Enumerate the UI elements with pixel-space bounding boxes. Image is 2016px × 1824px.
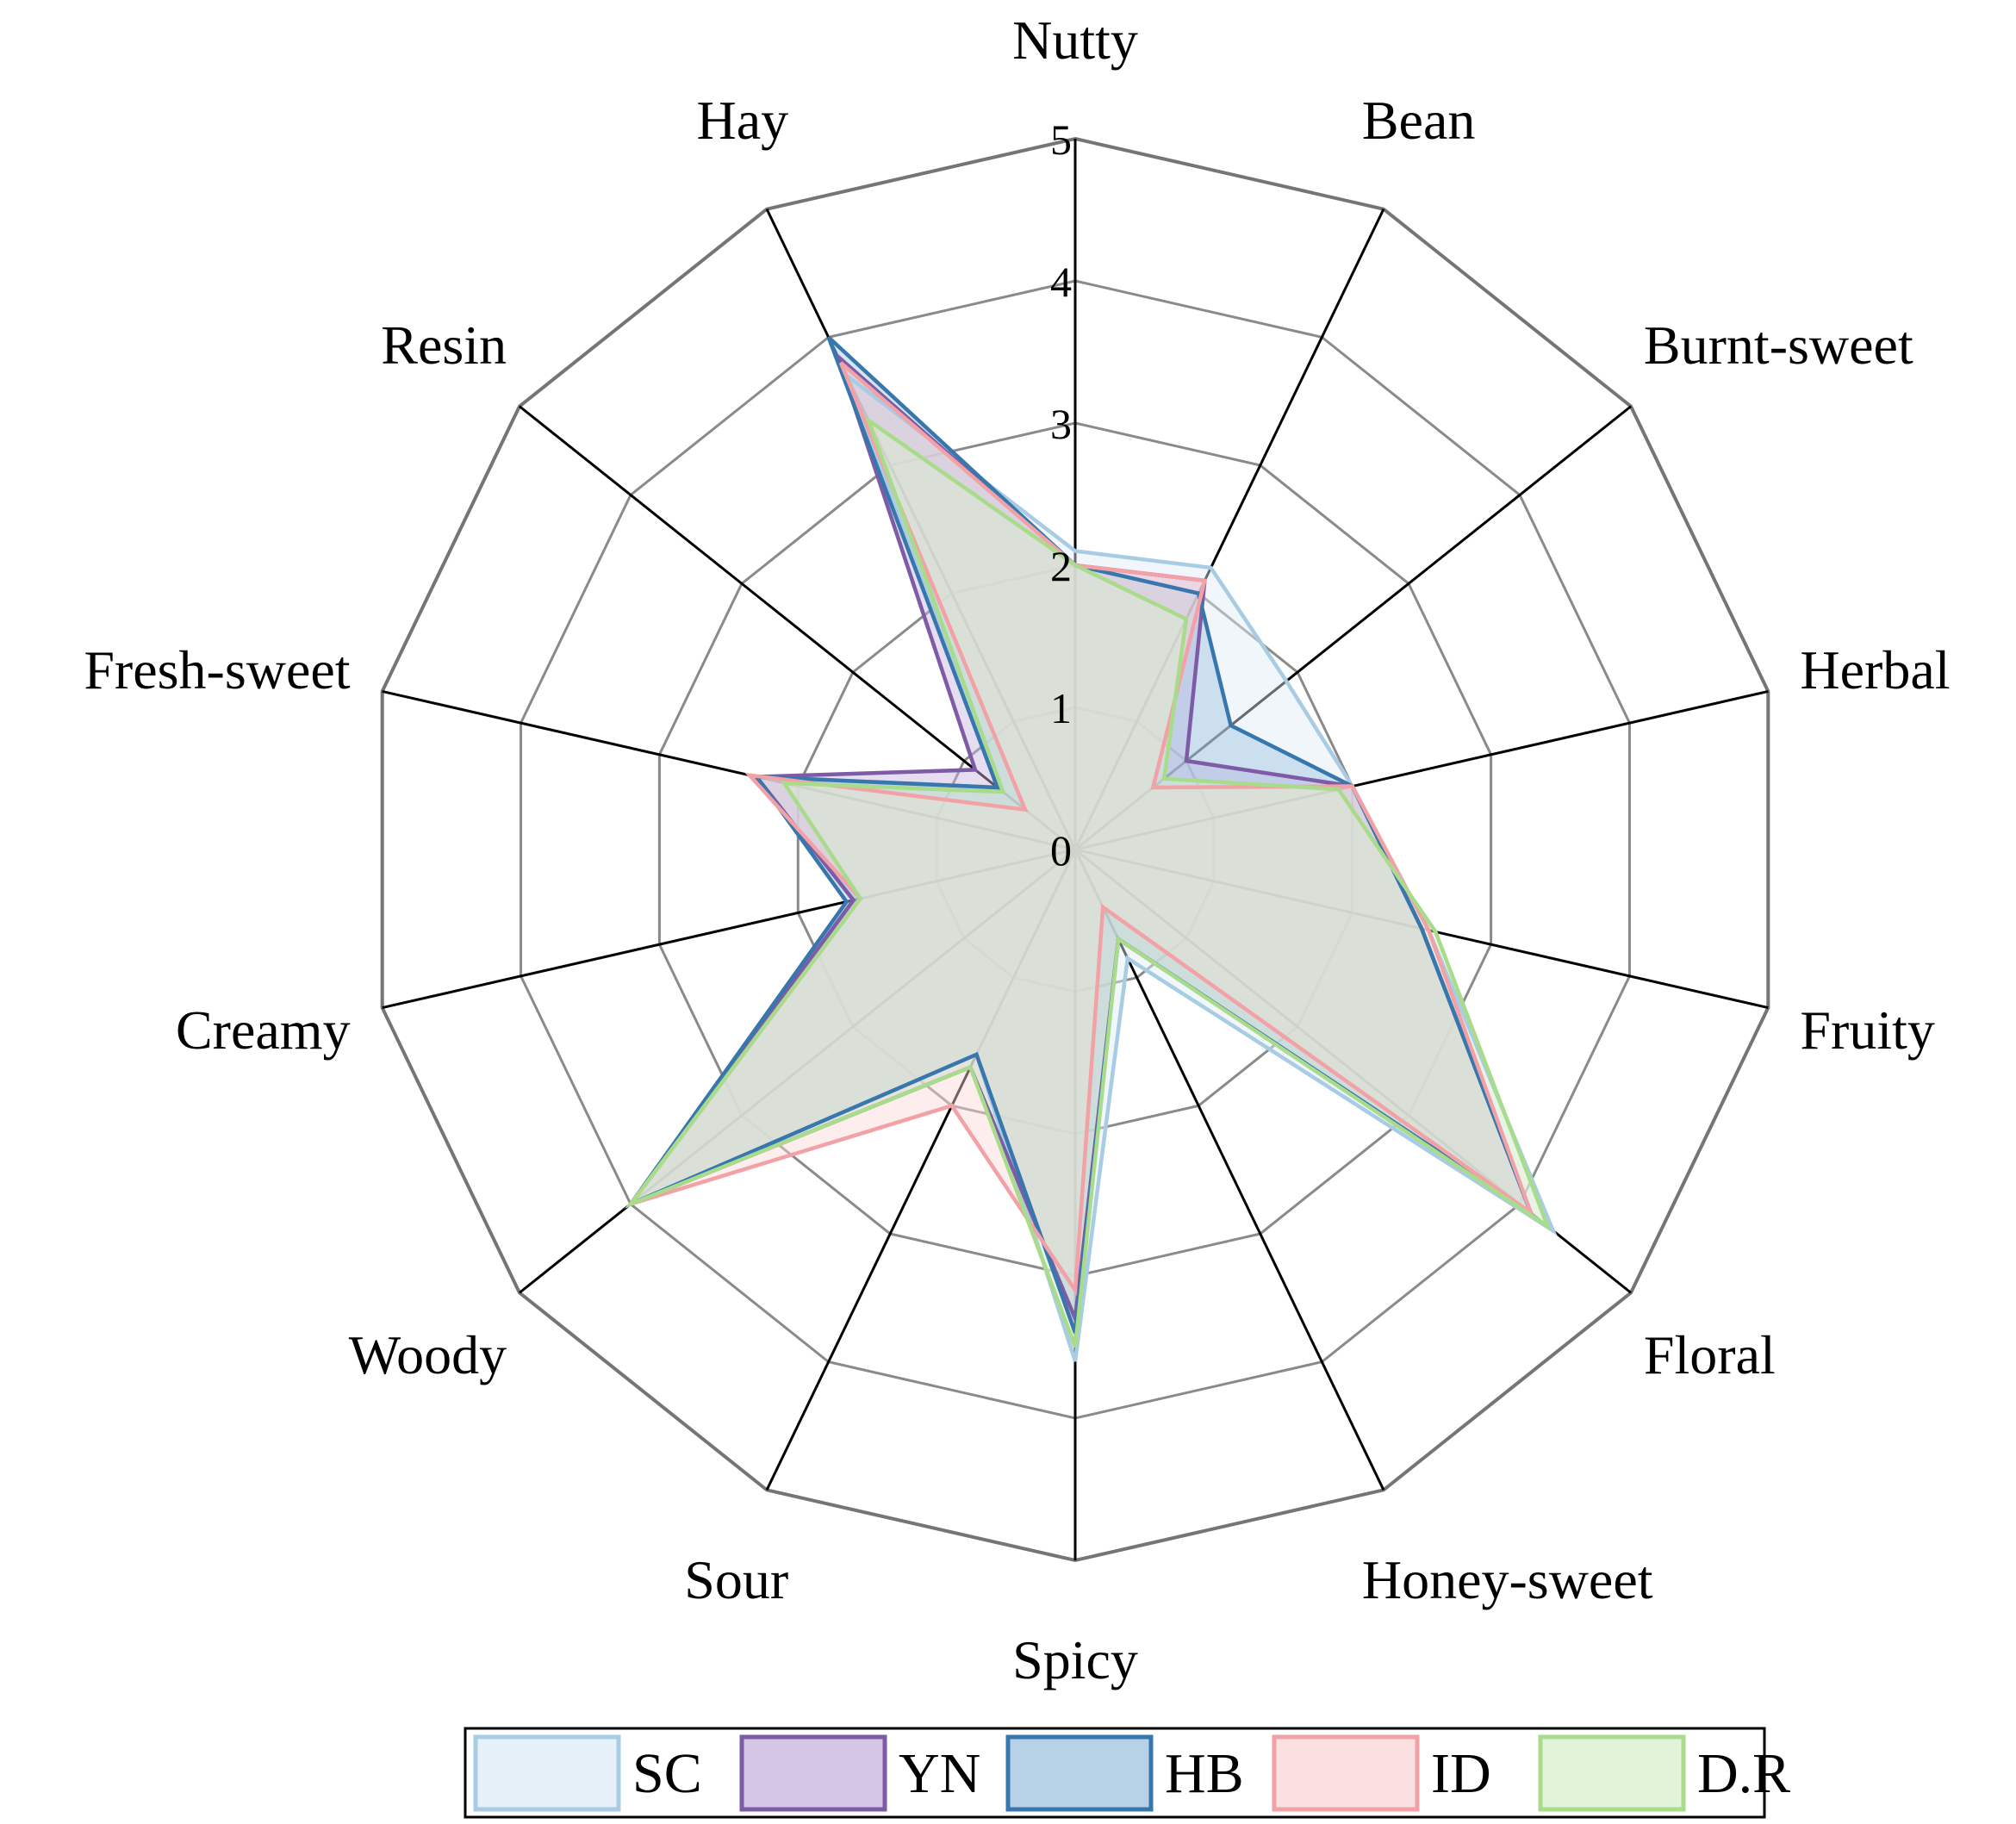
series-area-id [630, 363, 1531, 1291]
legend-label-hb: HB [1165, 1742, 1244, 1805]
legend-label-yn: YN [899, 1742, 980, 1805]
legend-swatch-sc [473, 1734, 621, 1812]
spoke-hay [765, 209, 1077, 850]
spoke-burnt-sweet [1074, 405, 1632, 851]
tick-label-1: 1 [1050, 684, 1072, 732]
spoke-fresh-sweet [382, 689, 1076, 851]
legend-swatch-yn [739, 1734, 887, 1812]
category-label-nutty: Nutty [1012, 9, 1138, 71]
category-label-woody: Woody [349, 1324, 507, 1385]
series-line-id [625, 361, 1535, 1297]
legend-swatch-hb [1005, 1734, 1154, 1812]
spoke-creamy [382, 848, 1076, 1010]
legend-label-dr: D.R [1697, 1742, 1790, 1805]
series-outlines [625, 335, 1558, 1362]
series-areas [630, 337, 1553, 1361]
spoke-bean [1073, 209, 1385, 850]
spoke-woody [519, 848, 1076, 1294]
category-label-creamy: Creamy [176, 999, 351, 1061]
category-label-sour: Sour [684, 1549, 788, 1610]
legend-swatch-id [1272, 1734, 1420, 1812]
category-label-resin: Resin [381, 314, 507, 376]
radial-tick-labels: 0 1 2 3 4 5 [1050, 115, 1072, 875]
category-label-fresh-sweet: Fresh-sweet [84, 639, 350, 700]
legend-swatch-dr [1538, 1734, 1686, 1812]
legend-label-sc: SC [632, 1742, 702, 1805]
category-label-hay: Hay [697, 90, 789, 151]
tick-label-4: 4 [1050, 258, 1072, 306]
tick-label-3: 3 [1050, 400, 1072, 448]
legend: SC YN HB ID D.R [464, 1727, 1790, 1819]
spoke-herbal [1074, 689, 1769, 851]
spoke-sour [765, 849, 1077, 1491]
category-label-honey-sweet: Honey-sweet [1362, 1549, 1653, 1610]
tick-label-0: 0 [1050, 826, 1072, 875]
tick-label-5: 5 [1050, 115, 1072, 164]
category-label-burnt-sweet: Burnt-sweet [1644, 314, 1913, 376]
category-label-floral: Floral [1644, 1324, 1776, 1385]
series-area-hb [630, 337, 1531, 1333]
series-area-sc [630, 375, 1553, 1361]
series-line-dr [625, 415, 1552, 1348]
series-area-dr [630, 420, 1548, 1348]
category-label-herbal: Herbal [1800, 639, 1950, 700]
category-labels: Nutty Bean Burnt-sweet Herbal Fruity Floral Ho… [84, 9, 1950, 1690]
legend-label-id: ID [1431, 1742, 1491, 1805]
tick-label-2: 2 [1050, 542, 1072, 590]
category-label-bean: Bean [1362, 90, 1476, 151]
spoke-resin [519, 405, 1076, 851]
series-area-yn [630, 356, 1531, 1319]
category-label-fruity: Fruity [1800, 999, 1934, 1061]
category-label-spicy: Spicy [1012, 1629, 1138, 1690]
